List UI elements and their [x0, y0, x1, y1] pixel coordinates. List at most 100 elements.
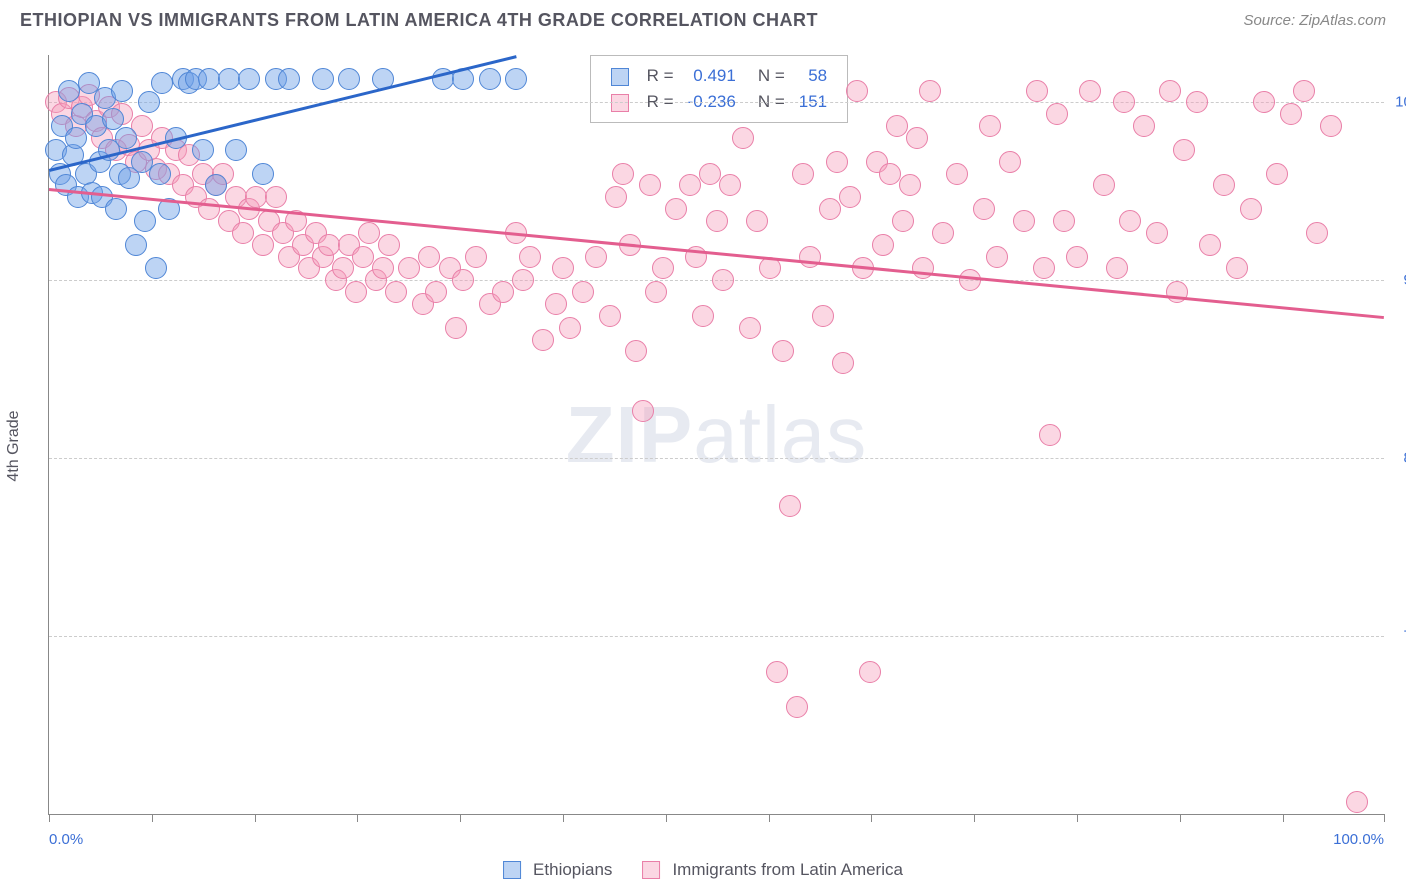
- scatter-point-pink: [425, 281, 447, 303]
- scatter-point-pink: [265, 186, 287, 208]
- scatter-chart: ZIPatlas R =0.491N =58R =-0.236N =151 77…: [48, 55, 1384, 815]
- scatter-point-pink: [652, 257, 674, 279]
- scatter-point-pink: [625, 340, 647, 362]
- scatter-point-pink: [232, 222, 254, 244]
- scatter-point-blue: [218, 68, 240, 90]
- source-label: Source: ZipAtlas.com: [1243, 12, 1386, 29]
- scatter-point-pink: [859, 661, 881, 683]
- trendline-pink: [49, 188, 1384, 319]
- scatter-point-pink: [552, 257, 574, 279]
- scatter-point-pink: [739, 317, 761, 339]
- scatter-point-pink: [1253, 91, 1275, 113]
- scatter-point-blue: [151, 72, 173, 94]
- scatter-point-pink: [1173, 139, 1195, 161]
- scatter-point-pink: [559, 317, 581, 339]
- scatter-point-pink: [445, 317, 467, 339]
- x-tick: [255, 814, 256, 822]
- scatter-point-pink: [545, 293, 567, 315]
- scatter-point-pink: [932, 222, 954, 244]
- scatter-point-blue: [111, 80, 133, 102]
- scatter-point-blue: [238, 68, 260, 90]
- scatter-point-pink: [1133, 115, 1155, 137]
- scatter-point-blue: [225, 139, 247, 161]
- y-tick-label: 92.5%: [1390, 272, 1406, 289]
- x-tick: [563, 814, 564, 822]
- scatter-point-blue: [479, 68, 501, 90]
- scatter-point-pink: [632, 400, 654, 422]
- scatter-point-blue: [115, 127, 137, 149]
- scatter-point-blue: [149, 163, 171, 185]
- scatter-point-pink: [832, 352, 854, 374]
- y-tick-label: 77.5%: [1390, 628, 1406, 645]
- scatter-point-pink: [946, 163, 968, 185]
- x-tick: [1077, 814, 1078, 822]
- x-tick: [769, 814, 770, 822]
- scatter-point-pink: [1079, 80, 1101, 102]
- scatter-point-pink: [732, 127, 754, 149]
- scatter-point-pink: [372, 257, 394, 279]
- gridline: [49, 458, 1384, 459]
- scatter-point-pink: [712, 269, 734, 291]
- scatter-point-pink: [1213, 174, 1235, 196]
- scatter-point-pink: [886, 115, 908, 137]
- scatter-point-pink: [1013, 210, 1035, 232]
- scatter-point-pink: [1159, 80, 1181, 102]
- scatter-point-pink: [759, 257, 781, 279]
- scatter-point-pink: [999, 151, 1021, 173]
- scatter-point-pink: [1066, 246, 1088, 268]
- legend-label: Ethiopians: [533, 860, 612, 880]
- scatter-point-pink: [378, 234, 400, 256]
- scatter-point-pink: [605, 186, 627, 208]
- scatter-point-pink: [846, 80, 868, 102]
- scatter-point-pink: [899, 174, 921, 196]
- scatter-point-blue: [198, 68, 220, 90]
- scatter-point-pink: [252, 234, 274, 256]
- scatter-point-pink: [1199, 234, 1221, 256]
- scatter-point-pink: [1226, 257, 1248, 279]
- scatter-point-pink: [645, 281, 667, 303]
- scatter-point-pink: [1280, 103, 1302, 125]
- watermark: ZIPatlas: [566, 389, 867, 481]
- scatter-point-pink: [358, 222, 380, 244]
- blue-swatch-icon: [611, 68, 629, 86]
- stats-legend-row: R =0.491N =58: [605, 64, 833, 88]
- chart-header: ETHIOPIAN VS IMMIGRANTS FROM LATIN AMERI…: [0, 0, 1406, 31]
- scatter-point-pink: [1166, 281, 1188, 303]
- scatter-point-blue: [134, 210, 156, 232]
- scatter-point-blue: [105, 198, 127, 220]
- scatter-point-pink: [512, 269, 534, 291]
- scatter-point-pink: [1046, 103, 1068, 125]
- scatter-point-pink: [519, 246, 541, 268]
- scatter-point-pink: [492, 281, 514, 303]
- scatter-point-pink: [639, 174, 661, 196]
- scatter-point-pink: [198, 198, 220, 220]
- scatter-point-pink: [452, 269, 474, 291]
- x-tick: [871, 814, 872, 822]
- x-tick-label: 0.0%: [49, 831, 83, 848]
- scatter-point-pink: [332, 257, 354, 279]
- n-label: N =: [744, 64, 791, 88]
- scatter-point-pink: [772, 340, 794, 362]
- scatter-point-pink: [706, 210, 728, 232]
- blue-swatch-icon: [503, 861, 521, 879]
- scatter-point-pink: [572, 281, 594, 303]
- scatter-point-pink: [792, 163, 814, 185]
- scatter-point-pink: [699, 163, 721, 185]
- n-value: 58: [793, 64, 833, 88]
- scatter-point-pink: [746, 210, 768, 232]
- legend-item-blue: Ethiopians: [503, 860, 612, 880]
- x-tick: [152, 814, 153, 822]
- scatter-point-blue: [58, 80, 80, 102]
- scatter-point-pink: [892, 210, 914, 232]
- scatter-point-pink: [1293, 80, 1315, 102]
- y-tick-label: 85.0%: [1390, 450, 1406, 467]
- scatter-point-blue: [505, 68, 527, 90]
- gridline: [49, 102, 1384, 103]
- chart-title: ETHIOPIAN VS IMMIGRANTS FROM LATIN AMERI…: [20, 10, 818, 31]
- scatter-point-pink: [1266, 163, 1288, 185]
- x-tick: [460, 814, 461, 822]
- scatter-point-pink: [879, 163, 901, 185]
- scatter-point-pink: [418, 246, 440, 268]
- scatter-point-pink: [979, 115, 1001, 137]
- scatter-point-blue: [338, 68, 360, 90]
